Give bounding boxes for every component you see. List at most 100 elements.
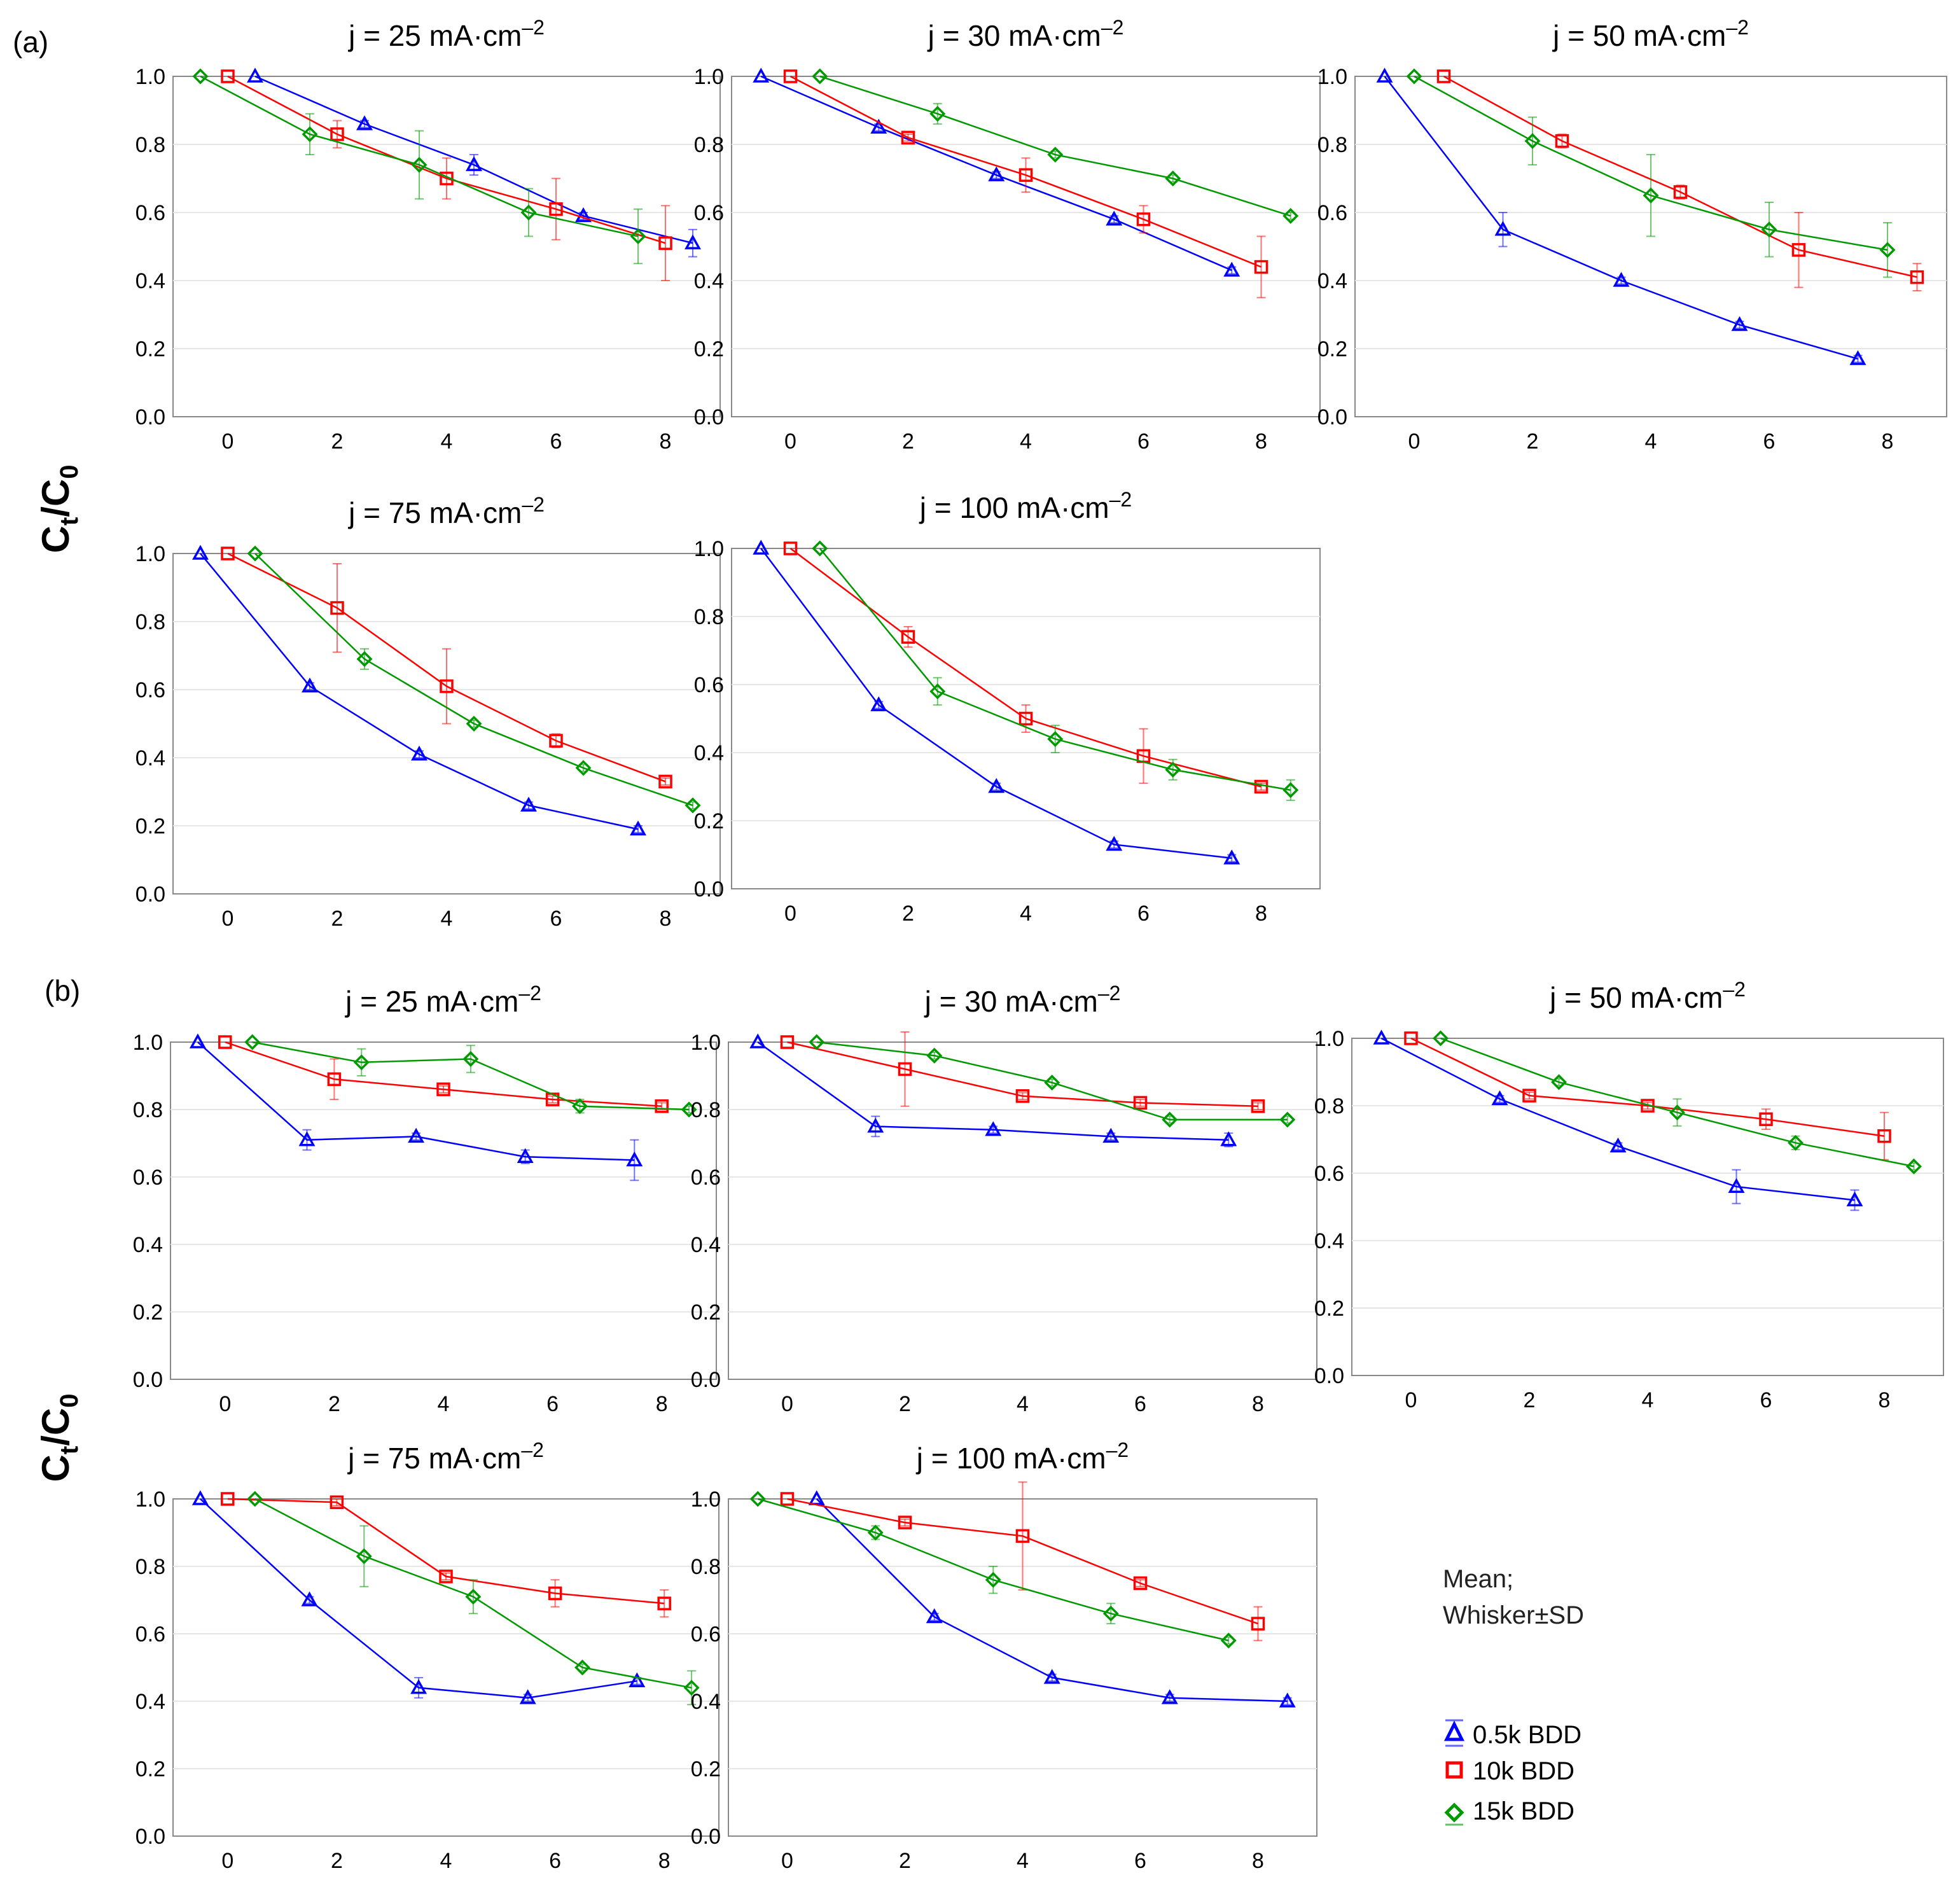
series-15k-bdd bbox=[1433, 1030, 1922, 1174]
data-point bbox=[1551, 1074, 1567, 1090]
series-10k-bdd bbox=[780, 1481, 1265, 1641]
y-label-sub-t: t bbox=[55, 517, 83, 526]
y-tick-label: 0.0 bbox=[1317, 405, 1347, 429]
data-point bbox=[1223, 261, 1241, 277]
data-point bbox=[327, 1072, 342, 1087]
y-tick-label: 0.8 bbox=[691, 1098, 721, 1122]
data-point bbox=[681, 1101, 697, 1118]
series-15k-bdd bbox=[812, 68, 1299, 224]
chart-title: j = 25 mA·cm–2 bbox=[344, 982, 541, 1018]
data-point bbox=[517, 1148, 534, 1163]
data-point bbox=[1133, 1576, 1148, 1591]
data-point bbox=[1251, 1617, 1265, 1631]
data-point bbox=[520, 797, 537, 812]
legend-note-mean: Mean; bbox=[1443, 1565, 1513, 1593]
data-point bbox=[929, 683, 946, 700]
x-tick-label: 0 bbox=[221, 1849, 233, 1873]
data-point bbox=[1044, 1075, 1060, 1091]
data-point bbox=[1788, 1134, 1804, 1151]
x-tick-label: 0 bbox=[781, 1849, 793, 1873]
data-point bbox=[749, 1033, 767, 1048]
charts-container: 0.00.20.40.60.81.00 2 4 6 8j = 25 mA·cm–20.0… bbox=[133, 16, 1947, 1873]
y-tick-label: 1.0 bbox=[1317, 65, 1347, 89]
plot-area bbox=[731, 76, 1321, 417]
y-tick-label: 0.6 bbox=[691, 1166, 721, 1190]
data-point bbox=[783, 541, 798, 555]
data-point bbox=[356, 1548, 372, 1564]
y-tick-label: 0.8 bbox=[136, 1555, 165, 1579]
data-point bbox=[658, 236, 672, 250]
data-point bbox=[298, 1131, 316, 1146]
data-point bbox=[1165, 762, 1181, 778]
chart-title-text: j = 25 mA·cm bbox=[347, 19, 522, 52]
data-point bbox=[1223, 849, 1241, 865]
chart-title-exponent: –2 bbox=[1109, 488, 1132, 511]
data-point bbox=[1761, 221, 1777, 238]
chart-b-8: 0.0 0.2 0.4 0.6 0.8 1.0 0 2 4 6 8 j = 50 mA·cm–2 bbox=[1314, 978, 1944, 1412]
series-15k-bdd bbox=[244, 1034, 697, 1118]
y-label-slash: /C bbox=[34, 1408, 77, 1446]
data-point bbox=[1161, 1689, 1178, 1704]
y-tick-label: 0.0 bbox=[691, 1368, 721, 1392]
x-tick-label: 0 bbox=[222, 907, 234, 931]
y-tick-label: 0.2 bbox=[136, 814, 165, 839]
y-tick-label: 0.2 bbox=[691, 1757, 721, 1781]
data-point bbox=[901, 130, 915, 145]
y-tick-label: 1.0 bbox=[694, 537, 724, 561]
x-tick-label: 8 bbox=[658, 1849, 671, 1873]
chart-title-text: j = 75 mA·cm bbox=[347, 496, 522, 529]
y-tick-label: 1.0 bbox=[694, 65, 724, 89]
y-tick-label: 0.4 bbox=[1317, 269, 1347, 293]
plot-area bbox=[172, 76, 721, 417]
y-tick-label: 1.0 bbox=[136, 542, 165, 566]
data-point bbox=[1165, 171, 1181, 186]
data-point bbox=[753, 67, 770, 83]
data-point bbox=[221, 69, 235, 83]
y-label-main: C bbox=[34, 526, 77, 553]
data-point bbox=[867, 1117, 884, 1133]
data-point bbox=[809, 1034, 825, 1050]
chart-title-text: j = 30 mA·cm bbox=[924, 985, 1098, 1018]
legend-square-marker bbox=[1445, 1761, 1463, 1779]
y-tick-label: 0.4 bbox=[133, 1233, 163, 1257]
chart-title-text: j = 25 mA·cm bbox=[344, 985, 518, 1018]
x-tick-label: 4 bbox=[1020, 429, 1032, 454]
chart-b-7: 0.0 0.2 0.4 0.6 0.8 1.0 0 2 4 6 8 j = 30 mA·cm–2 bbox=[691, 982, 1317, 1416]
data-point bbox=[1043, 1669, 1060, 1684]
series-0-5k-bdd bbox=[189, 1033, 643, 1181]
data-point bbox=[985, 1121, 1002, 1136]
chart-title-exponent: –2 bbox=[518, 982, 541, 1005]
x-tick-label: 8 bbox=[660, 907, 672, 931]
y-label-sub-0: 0 bbox=[55, 1394, 83, 1408]
x-tick-label: 8 bbox=[660, 429, 672, 454]
data-point bbox=[244, 1034, 261, 1050]
chart-title-text: j = 100 mA·cm bbox=[919, 491, 1109, 524]
series-0-5k-bdd bbox=[1376, 67, 1866, 365]
x-tick-label: 0 bbox=[784, 429, 796, 454]
x-tick-label: 4 bbox=[1017, 1392, 1029, 1416]
series-10k-bdd bbox=[1436, 69, 1924, 292]
data-point bbox=[1522, 1089, 1536, 1103]
data-point bbox=[548, 1586, 562, 1601]
y-tick-label: 0.8 bbox=[136, 133, 165, 157]
y-tick-label: 0.0 bbox=[1314, 1364, 1344, 1388]
data-point bbox=[1494, 221, 1512, 236]
data-point bbox=[1406, 68, 1422, 85]
legend-label-2: 15k BDD bbox=[1473, 1797, 1574, 1825]
data-point bbox=[1018, 711, 1033, 726]
data-point bbox=[1106, 835, 1123, 851]
y-tick-label: 0.6 bbox=[136, 678, 165, 702]
y-tick-label: 0.4 bbox=[694, 269, 724, 293]
data-point bbox=[191, 1490, 209, 1505]
x-tick-label: 6 bbox=[550, 907, 562, 931]
x-tick-label: 4 bbox=[441, 907, 453, 931]
data-point bbox=[812, 68, 828, 85]
data-point bbox=[985, 1571, 1001, 1588]
y-tick-label: 0.6 bbox=[133, 1166, 163, 1190]
data-point bbox=[519, 1689, 536, 1704]
data-point bbox=[898, 1062, 912, 1076]
x-tick-label: 4 bbox=[1645, 429, 1657, 454]
x-tick-label: 2 bbox=[902, 902, 914, 926]
data-point bbox=[629, 1672, 646, 1687]
x-tick-label: 8 bbox=[1882, 429, 1894, 454]
